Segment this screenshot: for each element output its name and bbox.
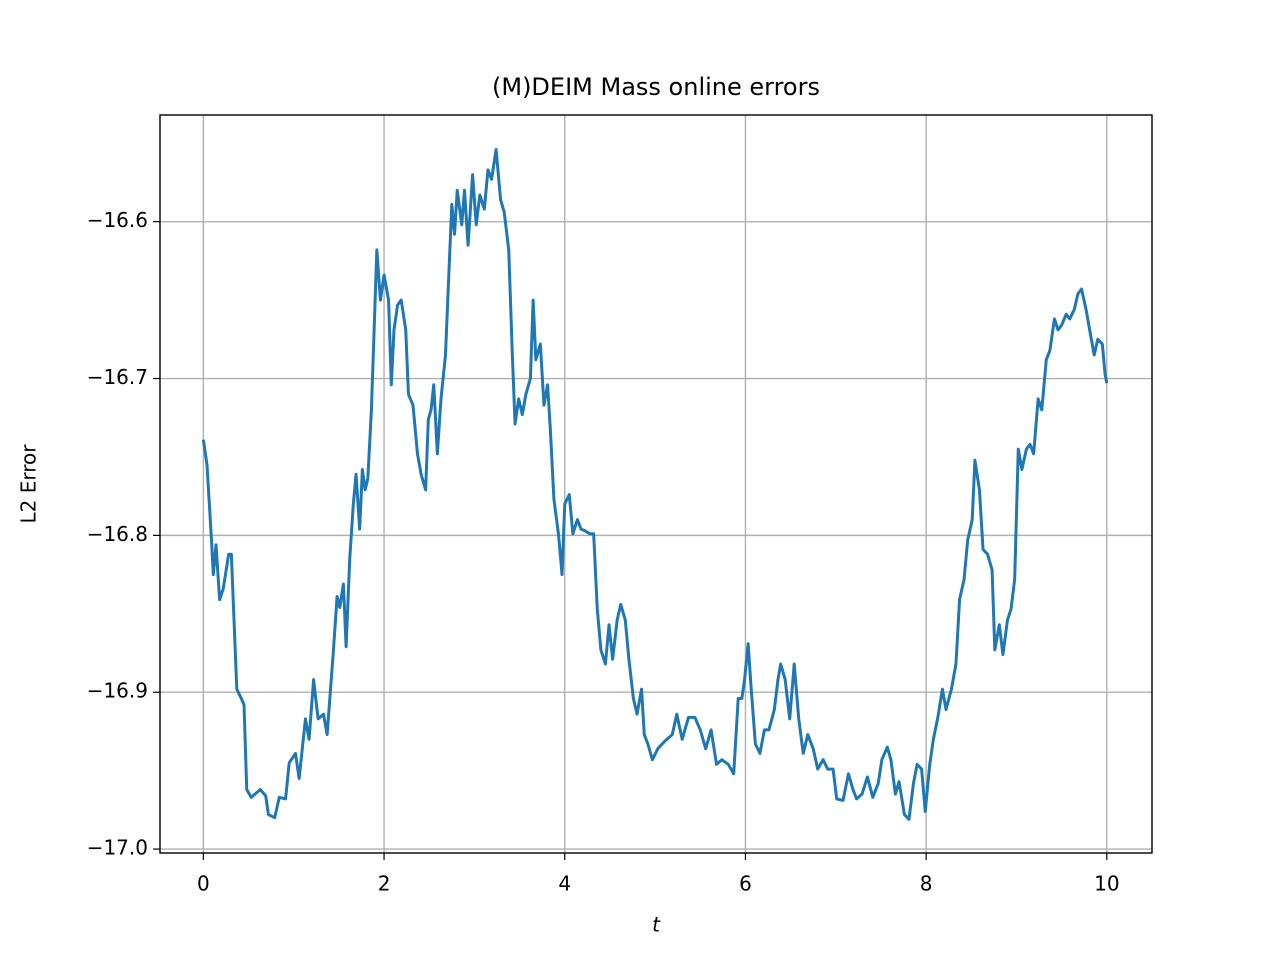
chart-title: (M)DEIM Mass online errors: [492, 73, 820, 101]
x-tick-label: 6: [739, 872, 752, 896]
x-tick-label: 10: [1094, 872, 1119, 896]
y-tick-label: −17.0: [87, 836, 148, 860]
x-tick-label: 0: [197, 872, 210, 896]
y-axis-label: L2 Error: [17, 444, 41, 524]
x-tick-label: 8: [920, 872, 933, 896]
x-tick-label: 4: [558, 872, 571, 896]
y-tick-label: −16.9: [87, 679, 148, 703]
y-tick-label: −16.8: [87, 522, 148, 546]
x-axis-label: t: [652, 913, 661, 937]
x-tick-label: 2: [378, 872, 391, 896]
y-tick-label: −16.6: [87, 208, 148, 232]
plot-frame: [159, 114, 1153, 854]
data-line: [201, 148, 1109, 821]
y-tick-label: −16.7: [87, 365, 148, 389]
